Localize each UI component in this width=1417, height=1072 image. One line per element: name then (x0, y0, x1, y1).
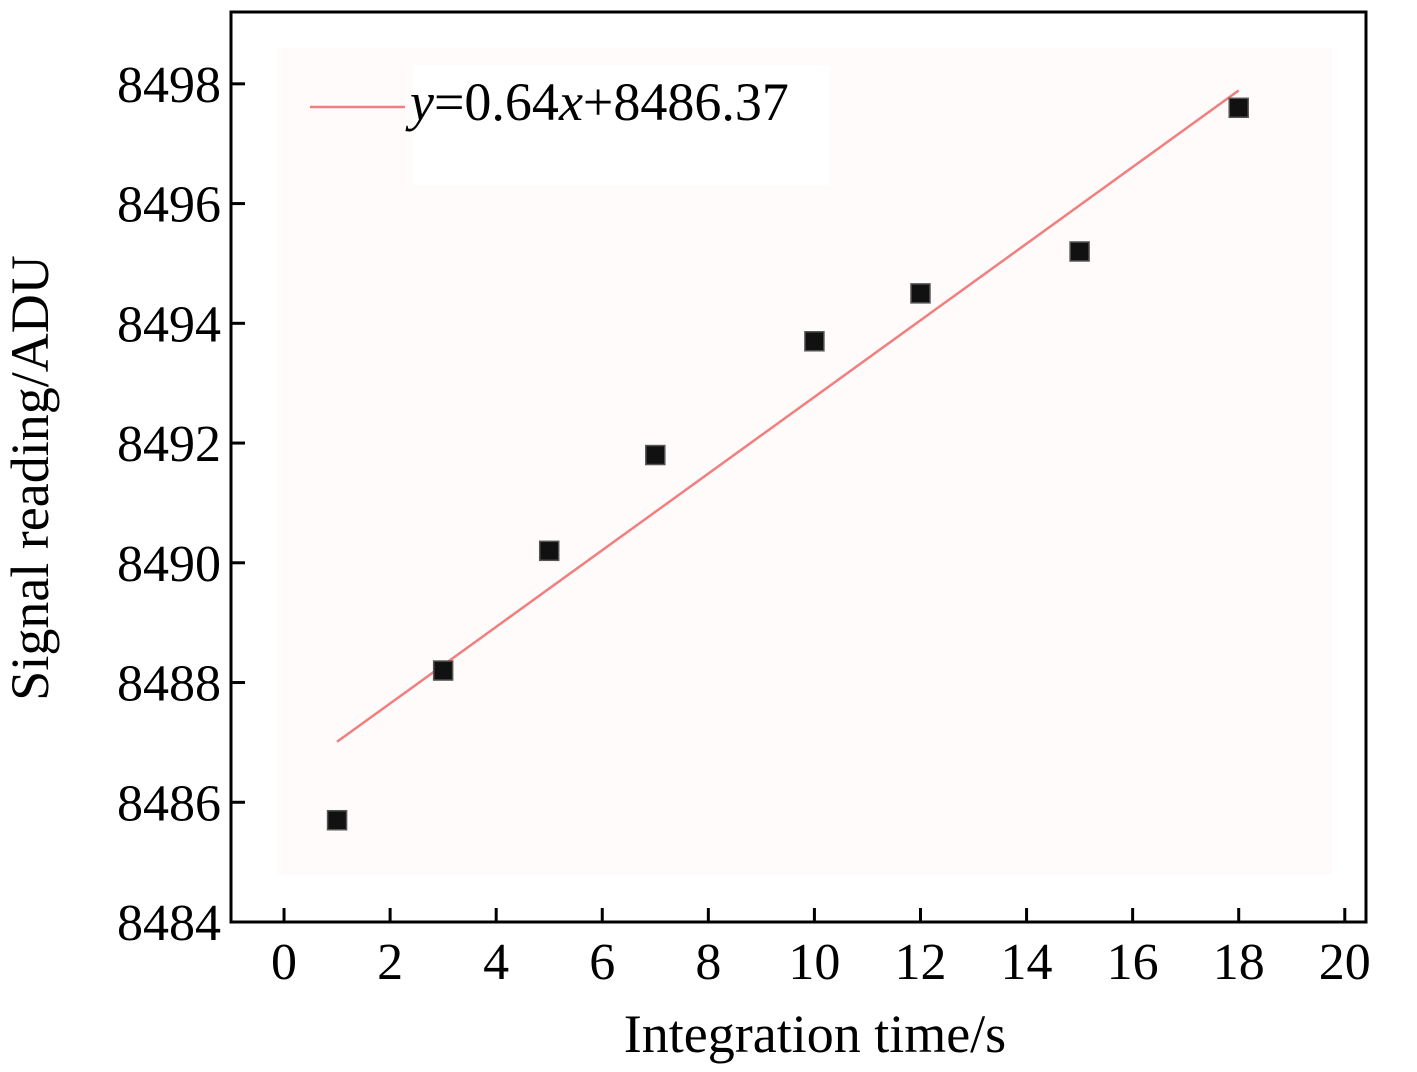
data-point-2 (538, 540, 560, 562)
legend: y=0.64x+8486.37 (310, 65, 830, 185)
y-tick-label-0: 8484 (117, 895, 221, 952)
x-tick-label-4: 8 (695, 934, 721, 991)
x-tick-label-0: 0 (271, 934, 297, 991)
y-tick-label-3: 8490 (117, 536, 221, 593)
equation-y: y (405, 72, 434, 132)
x-tick-label-8: 16 (1107, 934, 1159, 991)
x-tick-label-5: 10 (788, 934, 840, 991)
x-tick-label-2: 4 (483, 934, 509, 991)
y-tick-label-1: 8486 (117, 775, 221, 832)
data-point-5 (910, 283, 931, 304)
equation-rest: +8486.37 (583, 72, 789, 132)
x-tick-label-6: 12 (894, 934, 946, 991)
x-tick-label-1: 2 (377, 934, 403, 991)
data-point-6 (1069, 241, 1090, 262)
data-point-4 (804, 331, 825, 352)
y-tick-label-6: 8496 (117, 177, 221, 234)
x-axis-ticks: 0 2 4 6 8 10 12 14 16 18 20 (271, 908, 1371, 991)
legend-equation: y=0.64x+8486.37 (405, 72, 789, 132)
plot-background (277, 48, 1332, 874)
equation-x: x (558, 72, 583, 132)
equation-eq: =0.64 (434, 72, 559, 132)
data-points (326, 97, 1249, 831)
y-tick-label-2: 8488 (117, 656, 221, 713)
fit-line-layer (336, 89, 1240, 743)
data-point-3 (645, 444, 666, 466)
x-axis-title: Integration time/s (624, 1004, 1006, 1064)
y-axis-title: Signal reading/ADU (0, 255, 60, 700)
x-tick-label-9: 18 (1213, 934, 1265, 991)
legend-box (413, 65, 830, 185)
x-tick-label-3: 6 (589, 934, 615, 991)
y-tick-label-5: 8494 (117, 296, 221, 353)
data-point-1 (432, 660, 454, 681)
y-tick-label-4: 8492 (117, 416, 221, 473)
plot-frame (229, 10, 1368, 924)
x-tick-label-10: 20 (1319, 934, 1371, 991)
x-tick-label-7: 14 (1001, 934, 1053, 991)
y-tick-label-7: 8498 (117, 57, 221, 114)
data-point-0 (326, 809, 348, 831)
data-point-7 (1228, 97, 1249, 119)
fit-line (336, 89, 1240, 743)
y-axis-ticks: 8484 8486 8488 8490 8492 8494 8496 8498 (117, 57, 245, 952)
